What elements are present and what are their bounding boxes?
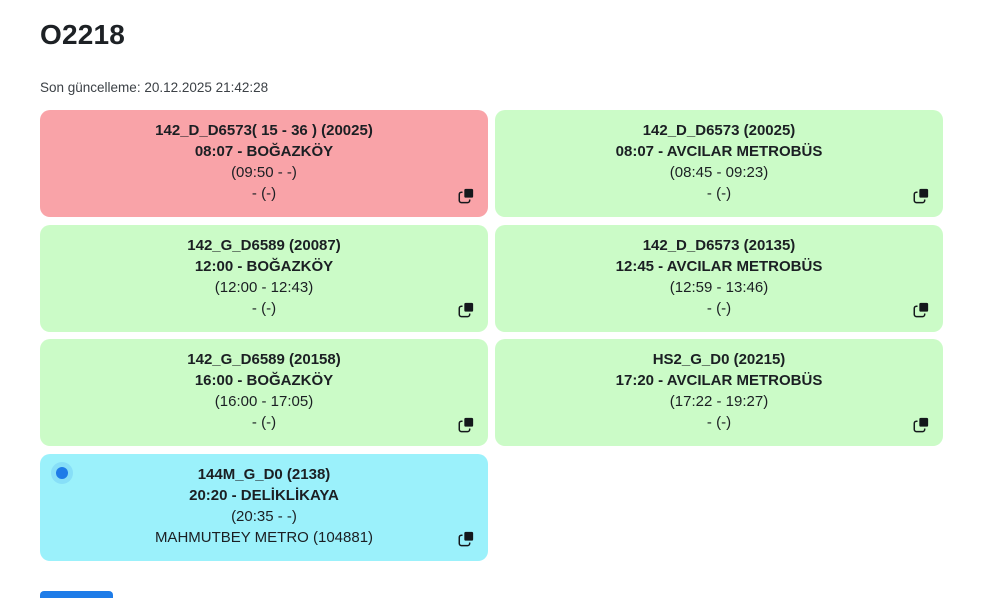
copy-button[interactable] — [458, 415, 476, 433]
trip-detail: - (-) — [706, 185, 732, 202]
trip-time-range: (12:00 - 12:43) — [214, 278, 314, 296]
trip-time-range: (17:22 - 19:27) — [669, 393, 769, 410]
copy-button[interactable] — [458, 186, 476, 204]
trip-time-range: (09:50 - -) — [231, 164, 297, 181]
trip-detail: - (-) — [706, 414, 732, 431]
trip-code: 142_G_D6589 (20158) — [187, 351, 341, 368]
copy-icon — [458, 186, 475, 203]
copy-button[interactable] — [458, 301, 476, 319]
copy-button[interactable] — [913, 415, 931, 433]
trip-departure: 17:20 - AVCILAR METROBÜS — [615, 372, 823, 389]
trip-card[interactable]: 142_D_D6573( 15 - 36 ) (20025) 08:07 - B… — [40, 110, 488, 217]
copy-icon — [458, 530, 475, 547]
trip-card[interactable]: 142_D_D6573 (20025) 08:07 - AVCILAR METR… — [495, 110, 943, 217]
trip-time-range: (20:35 - -) — [231, 507, 297, 525]
trip-card[interactable]: 142_G_D6589 (20158) 16:00 - BOĞAZKÖY (16… — [40, 339, 488, 446]
trip-card[interactable]: HS2_G_D0 (20215) 17:20 - AVCILAR METROBÜ… — [495, 339, 943, 446]
main-content: O2218 Son güncelleme: 20.12.2025 21:42:2… — [40, 0, 943, 561]
trip-code: 144M_G_D0 (2138) — [197, 465, 331, 483]
copy-button[interactable] — [913, 186, 931, 204]
trip-time-range: (08:45 - 09:23) — [669, 164, 769, 181]
trip-detail: - (-) — [251, 414, 277, 431]
trip-card[interactable]: 144M_G_D0 (2138) 20:20 - DELİKLİKAYA (20… — [40, 453, 488, 561]
trip-detail: - (-) — [706, 299, 732, 317]
copy-icon — [458, 415, 475, 432]
copy-button[interactable] — [458, 530, 476, 548]
copy-button[interactable] — [913, 301, 931, 319]
trip-detail: MAHMUTBEY METRO (104881) — [154, 528, 374, 546]
trip-departure: 08:07 - BOĞAZKÖY — [194, 143, 334, 160]
copy-icon — [458, 301, 475, 318]
cutoff-bottom-element[interactable] — [40, 591, 113, 598]
copy-icon — [913, 301, 930, 318]
trip-departure: 12:00 - BOĞAZKÖY — [194, 257, 334, 275]
active-indicator-dot — [56, 466, 68, 479]
copy-icon — [913, 415, 930, 432]
trip-cards-grid: 142_D_D6573( 15 - 36 ) (20025) 08:07 - B… — [40, 110, 943, 561]
page-title: O2218 — [40, 19, 126, 50]
copy-icon — [913, 186, 930, 203]
trip-code: HS2_G_D0 (20215) — [652, 351, 786, 368]
trip-code: 142_D_D6573 (20025) — [642, 122, 796, 139]
trip-departure: 20:20 - DELİKLİKAYA — [189, 486, 339, 504]
trip-code: 142_D_D6573( 15 - 36 ) (20025) — [155, 122, 373, 139]
trip-departure: 12:45 - AVCILAR METROBÜS — [615, 257, 823, 275]
last-update-text: Son güncelleme: 20.12.2025 21:42:28 — [40, 80, 269, 95]
trip-detail: - (-) — [251, 299, 277, 317]
trip-departure: 08:07 - AVCILAR METROBÜS — [615, 143, 823, 160]
trip-detail: - (-) — [251, 185, 277, 202]
trip-code: 142_D_D6573 (20135) — [642, 236, 796, 254]
trip-card[interactable]: 142_G_D6589 (20087) 12:00 - BOĞAZKÖY (12… — [40, 224, 488, 332]
trip-departure: 16:00 - BOĞAZKÖY — [194, 372, 334, 389]
trip-card[interactable]: 142_D_D6573 (20135) 12:45 - AVCILAR METR… — [495, 224, 943, 332]
trip-time-range: (16:00 - 17:05) — [214, 393, 314, 410]
trip-code: 142_G_D6589 (20087) — [187, 236, 341, 254]
trip-time-range: (12:59 - 13:46) — [669, 278, 769, 296]
